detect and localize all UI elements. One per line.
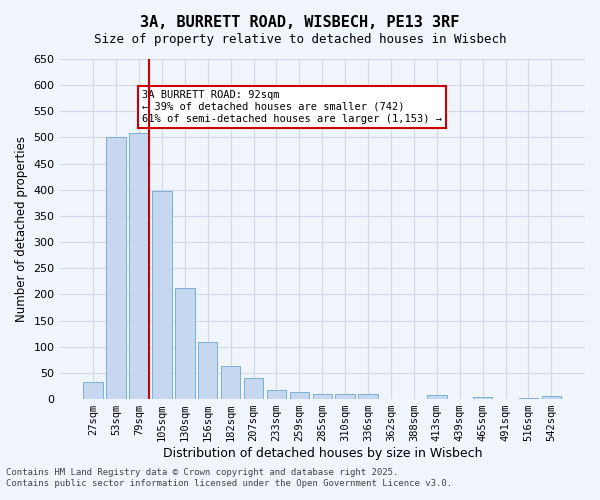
Bar: [313, 394, 332, 399]
Bar: [221, 366, 241, 399]
Bar: [198, 342, 217, 399]
Text: 3A, BURRETT ROAD, WISBECH, PE13 3RF: 3A, BURRETT ROAD, WISBECH, PE13 3RF: [140, 15, 460, 30]
Text: 3A BURRETT ROAD: 92sqm
← 39% of detached houses are smaller (742)
61% of semi-de: 3A BURRETT ROAD: 92sqm ← 39% of detached…: [142, 90, 442, 124]
Bar: [267, 390, 286, 399]
Bar: [129, 134, 149, 399]
Bar: [175, 288, 194, 399]
Bar: [290, 392, 309, 399]
Bar: [358, 394, 378, 399]
Bar: [152, 192, 172, 399]
Text: Size of property relative to detached houses in Wisbech: Size of property relative to detached ho…: [94, 32, 506, 46]
Bar: [542, 396, 561, 399]
Bar: [83, 382, 103, 399]
Bar: [473, 397, 493, 399]
Bar: [519, 398, 538, 399]
Bar: [106, 138, 126, 399]
Bar: [244, 378, 263, 399]
Y-axis label: Number of detached properties: Number of detached properties: [15, 136, 28, 322]
X-axis label: Distribution of detached houses by size in Wisbech: Distribution of detached houses by size …: [163, 447, 482, 460]
Bar: [427, 396, 446, 399]
Text: Contains HM Land Registry data © Crown copyright and database right 2025.
Contai: Contains HM Land Registry data © Crown c…: [6, 468, 452, 487]
Bar: [335, 394, 355, 399]
